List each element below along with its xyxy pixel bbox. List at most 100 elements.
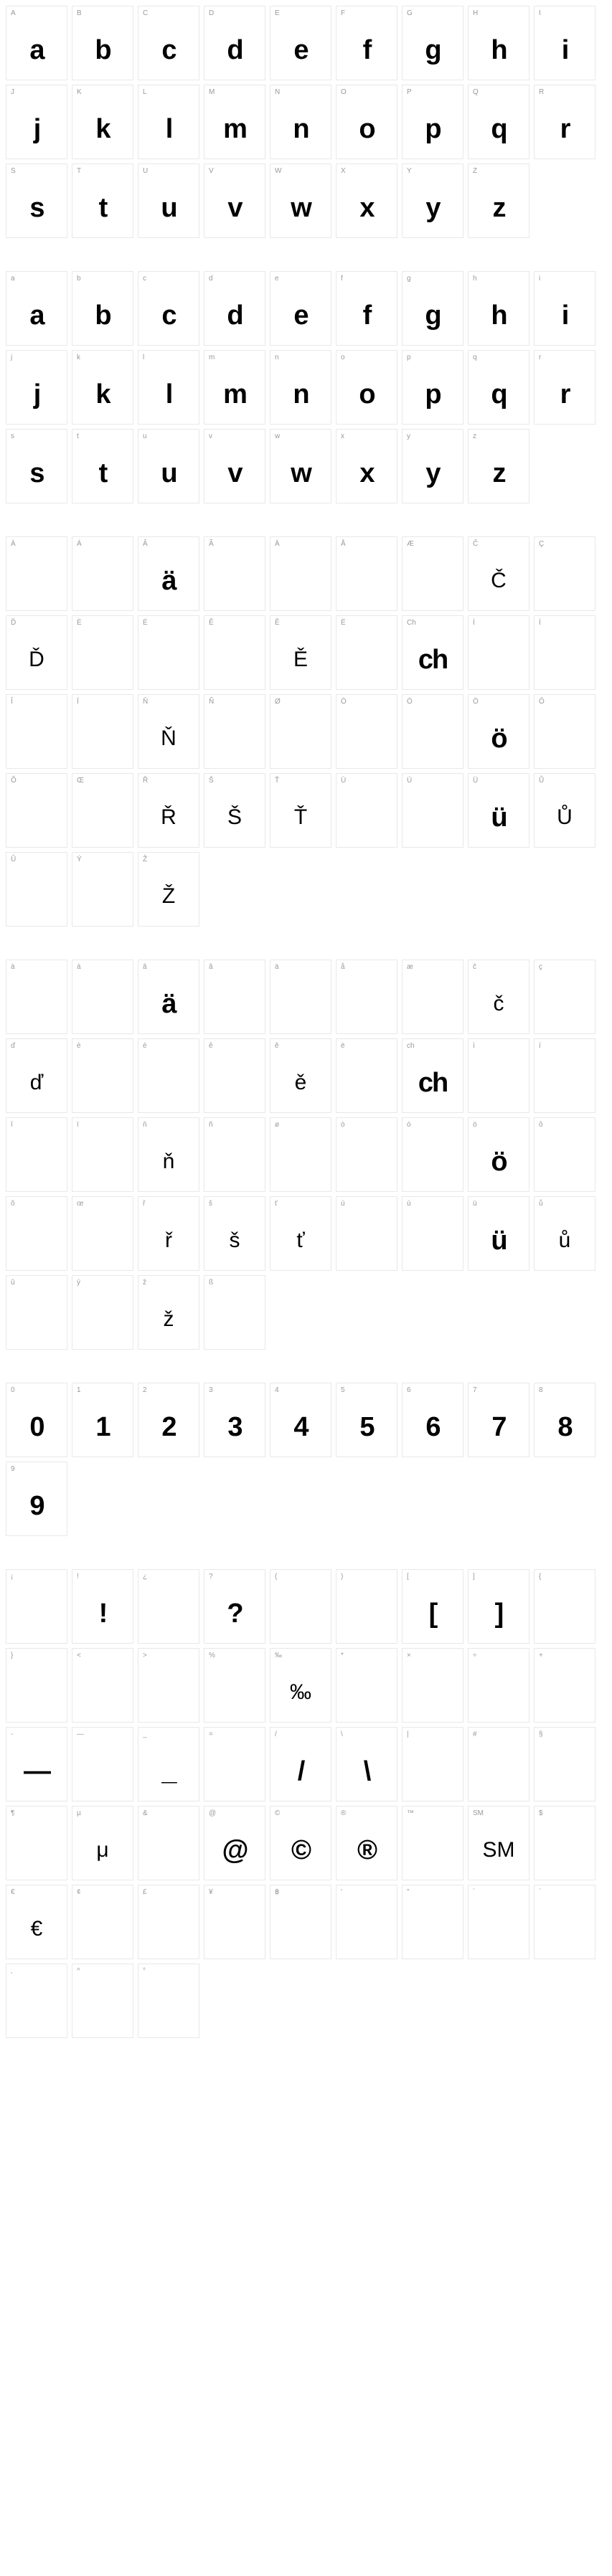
glyph-display: .: [535, 630, 595, 689]
glyph-label: Ť: [270, 774, 331, 788]
glyph-label: Ò: [336, 695, 397, 709]
glyph-display: .: [402, 788, 463, 847]
glyph-label: Ř: [138, 774, 199, 788]
glyph-label: n: [270, 351, 331, 365]
glyph-label: +: [535, 1649, 595, 1663]
glyph-label: ¶: [6, 1806, 67, 1821]
glyph-label: ž: [138, 1276, 199, 1290]
glyph-display: f: [336, 286, 397, 345]
glyph-display: n: [270, 365, 331, 424]
glyph-cell: Dd: [204, 6, 265, 80]
glyph-cell: __: [138, 1727, 199, 1801]
glyph-cell: ¡.: [6, 1569, 67, 1644]
glyph-cell: řř: [138, 1196, 199, 1271]
glyph-cell: Üü: [468, 773, 529, 848]
glyph-display: ä: [138, 551, 199, 610]
glyph-display: u: [138, 179, 199, 237]
glyph-label: >: [138, 1649, 199, 1663]
glyph-display: .: [336, 1900, 397, 1959]
glyph-cell: mm: [204, 350, 265, 425]
glyph-label: ť: [270, 1197, 331, 1211]
glyph-display: .: [204, 1132, 265, 1191]
glyph-label: °: [138, 1964, 199, 1979]
glyph-label: SM: [469, 1806, 529, 1821]
glyph-cell: bb: [72, 271, 133, 346]
glyph-display: .: [6, 867, 67, 926]
glyph-label: ): [336, 1570, 397, 1584]
glyph-cell: ŽŽ: [138, 852, 199, 927]
glyph-cell: å.: [336, 960, 397, 1034]
glyph-label: ď: [6, 1039, 67, 1053]
glyph-display: SM: [469, 1821, 529, 1880]
glyph-label: &: [138, 1806, 199, 1821]
glyph-display: .: [6, 975, 67, 1033]
glyph-chart: AaBbCcDdEeFfGgHhIiJjKkLlMmNnOoPpQqRrSsTt…: [0, 0, 612, 2044]
glyph-label: í: [535, 1039, 595, 1053]
glyph-cell: nn: [270, 350, 331, 425]
glyph-label: Å: [336, 537, 397, 551]
glyph-cell: ĚĚ: [270, 615, 331, 690]
glyph-label: ¢: [72, 1885, 133, 1900]
glyph-label: ô: [535, 1118, 595, 1132]
glyph-label: Ä: [270, 537, 331, 551]
glyph-display: ch: [402, 630, 463, 689]
glyph-label: P: [402, 85, 463, 100]
glyph-label: ®: [336, 1806, 397, 1821]
glyph-display: .: [336, 630, 397, 689]
glyph-cell: ®®: [336, 1806, 397, 1880]
glyph-display: .: [6, 1979, 67, 2037]
glyph-cell: µμ: [72, 1806, 133, 1880]
glyph-cell: ii: [534, 271, 595, 346]
glyph-display: y: [402, 444, 463, 503]
glyph-display: m: [204, 365, 265, 424]
glyph-label: Z: [469, 164, 529, 179]
glyph-display: t: [72, 179, 133, 237]
glyph-cell: ฿.: [270, 1885, 331, 1959]
glyph-label: ': [336, 1885, 397, 1900]
glyph-cell: Ý.: [72, 852, 133, 927]
glyph-display: 1: [72, 1398, 133, 1457]
glyph-display: r: [535, 365, 595, 424]
glyph-label: ú: [402, 1197, 463, 1211]
glyph-display: .: [336, 1663, 397, 1722]
glyph-label: W: [270, 164, 331, 179]
glyph-cell: ó.: [402, 1117, 463, 1192]
glyph-cell: ll: [138, 350, 199, 425]
glyph-cell: Ê.: [204, 615, 265, 690]
glyph-cell: ss: [6, 429, 67, 503]
glyph-cell: ŘŘ: [138, 773, 199, 848]
glyph-cell: oo: [336, 350, 397, 425]
glyph-label: ×: [402, 1649, 463, 1663]
glyph-cell: 11: [72, 1383, 133, 1457]
glyph-cell: &.: [138, 1806, 199, 1880]
glyph-display: .: [402, 1821, 463, 1880]
glyph-label: Ý: [72, 853, 133, 867]
glyph-cell: Ò.: [336, 694, 397, 769]
glyph-display: a: [6, 286, 67, 345]
glyph-display: t: [72, 444, 133, 503]
glyph-cell: `.: [534, 1885, 595, 1959]
glyph-label: Ů: [535, 774, 595, 788]
glyph-label: U: [138, 164, 199, 179]
glyph-cell: —.: [72, 1727, 133, 1801]
glyph-label: 2: [138, 1383, 199, 1398]
glyph-label: ü: [469, 1197, 529, 1211]
glyph-label: x: [336, 430, 397, 444]
glyph-label: ò: [336, 1118, 397, 1132]
glyph-display: .: [6, 551, 67, 610]
glyph-label: ™: [402, 1806, 463, 1821]
glyph-display: 9: [6, 1477, 67, 1535]
glyph-cell: cc: [138, 271, 199, 346]
glyph-display: \: [336, 1742, 397, 1801]
glyph-cell: ŤŤ: [270, 773, 331, 848]
glyph-cell: pp: [402, 350, 463, 425]
glyph-cell: è.: [72, 1038, 133, 1113]
glyph-cell: Á.: [72, 536, 133, 611]
glyph-cell: xx: [336, 429, 397, 503]
glyph-label: G: [402, 6, 463, 21]
glyph-display: .: [72, 630, 133, 689]
glyph-label: ‚: [6, 1964, 67, 1979]
glyph-display: q: [469, 100, 529, 158]
glyph-display: .: [72, 867, 133, 926]
glyph-cell: ŇŇ: [138, 694, 199, 769]
